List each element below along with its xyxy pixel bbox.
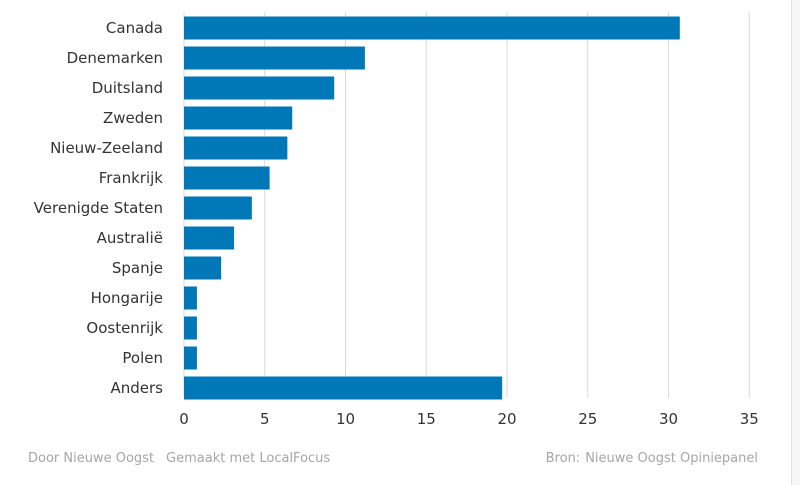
bar [184,316,197,340]
category-label: Hongarije [91,289,163,307]
category-label: Nieuw-Zeeland [50,139,163,157]
bar [184,106,293,130]
category-label: Polen [122,349,163,367]
bar [184,286,197,310]
page-edge [792,0,800,485]
x-axis-ticks: 0 5 10 15 20 25 30 35 [179,410,759,428]
category-label: Verenigde Staten [34,199,163,217]
x-tick-label: 20 [497,410,516,428]
gridlines [183,12,750,398]
chart-source: Bron: Nieuwe Oogst Opiniepanel [546,451,758,466]
page-edge-divider [791,0,792,485]
chart-credits: Door Nieuwe Oogst Gemaakt met LocalFocus [28,451,330,466]
x-tick-label: 25 [578,410,597,428]
x-tick-label: 10 [336,410,355,428]
x-tick-label: 5 [260,410,270,428]
bar [184,346,197,370]
category-label: Denemarken [67,49,163,67]
x-tick-label: 35 [740,410,759,428]
category-labels: Canada Denemarken Duitsland Zweden Nieuw-Zee… [34,19,164,397]
category-label: Oostenrijk [86,319,163,337]
x-tick-label: 0 [179,410,189,428]
category-label: Duitsland [92,79,163,97]
bar-chart: Canada Denemarken Duitsland Zweden Nieuw-Zee… [34,12,759,428]
source-value: Nieuwe Oogst Opiniepanel [585,451,758,466]
bar [184,76,335,100]
author-credit: Door Nieuwe Oogst [28,451,155,466]
category-label: Spanje [112,259,163,277]
category-label: Zweden [103,109,163,127]
bar [184,46,365,70]
bar [184,196,252,220]
localfocus-credit: Gemaakt met LocalFocus [166,451,331,466]
category-label: Frankrijk [99,169,164,187]
bar [184,16,680,40]
category-label: Anders [111,379,164,397]
bar [184,376,503,400]
bar [184,256,222,280]
category-label: Australië [97,229,163,247]
source-label: Bron: [545,451,581,466]
x-tick-label: 15 [417,410,436,428]
bar [184,136,288,160]
bar [184,166,270,190]
bar [184,226,235,250]
bars [184,16,680,400]
category-label: Canada [106,19,163,37]
x-tick-label: 30 [659,410,678,428]
